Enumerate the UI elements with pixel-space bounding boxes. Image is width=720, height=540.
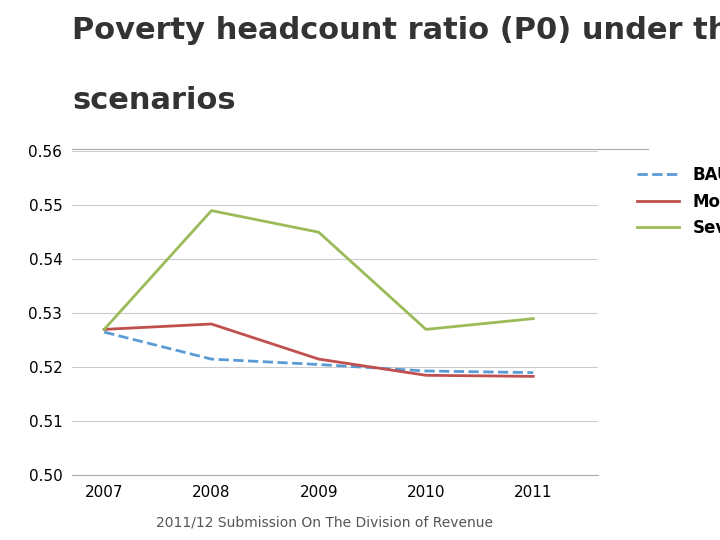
Moderate [100, 326, 109, 333]
Severe [315, 229, 323, 235]
BAU [207, 356, 216, 362]
Line: Severe: Severe [104, 211, 534, 329]
Severe [207, 207, 216, 214]
BAU [529, 369, 538, 376]
Moderate [529, 373, 538, 380]
BAU [100, 329, 109, 335]
Text: 2011/12 Submission On The Division of Revenue: 2011/12 Submission On The Division of Re… [156, 515, 492, 529]
Severe [422, 326, 431, 333]
Moderate [207, 321, 216, 327]
Moderate [315, 356, 323, 362]
Legend: BAU, Moderate, Severe: BAU, Moderate, Severe [631, 159, 720, 244]
Severe [100, 326, 109, 333]
Text: scenarios: scenarios [72, 86, 235, 116]
Text: Poverty headcount ratio (P0) under three: Poverty headcount ratio (P0) under three [72, 16, 720, 45]
BAU [315, 361, 323, 368]
Line: Moderate: Moderate [104, 324, 534, 376]
Severe [529, 315, 538, 322]
BAU [422, 368, 431, 374]
Moderate [422, 372, 431, 379]
Line: BAU: BAU [104, 332, 534, 373]
